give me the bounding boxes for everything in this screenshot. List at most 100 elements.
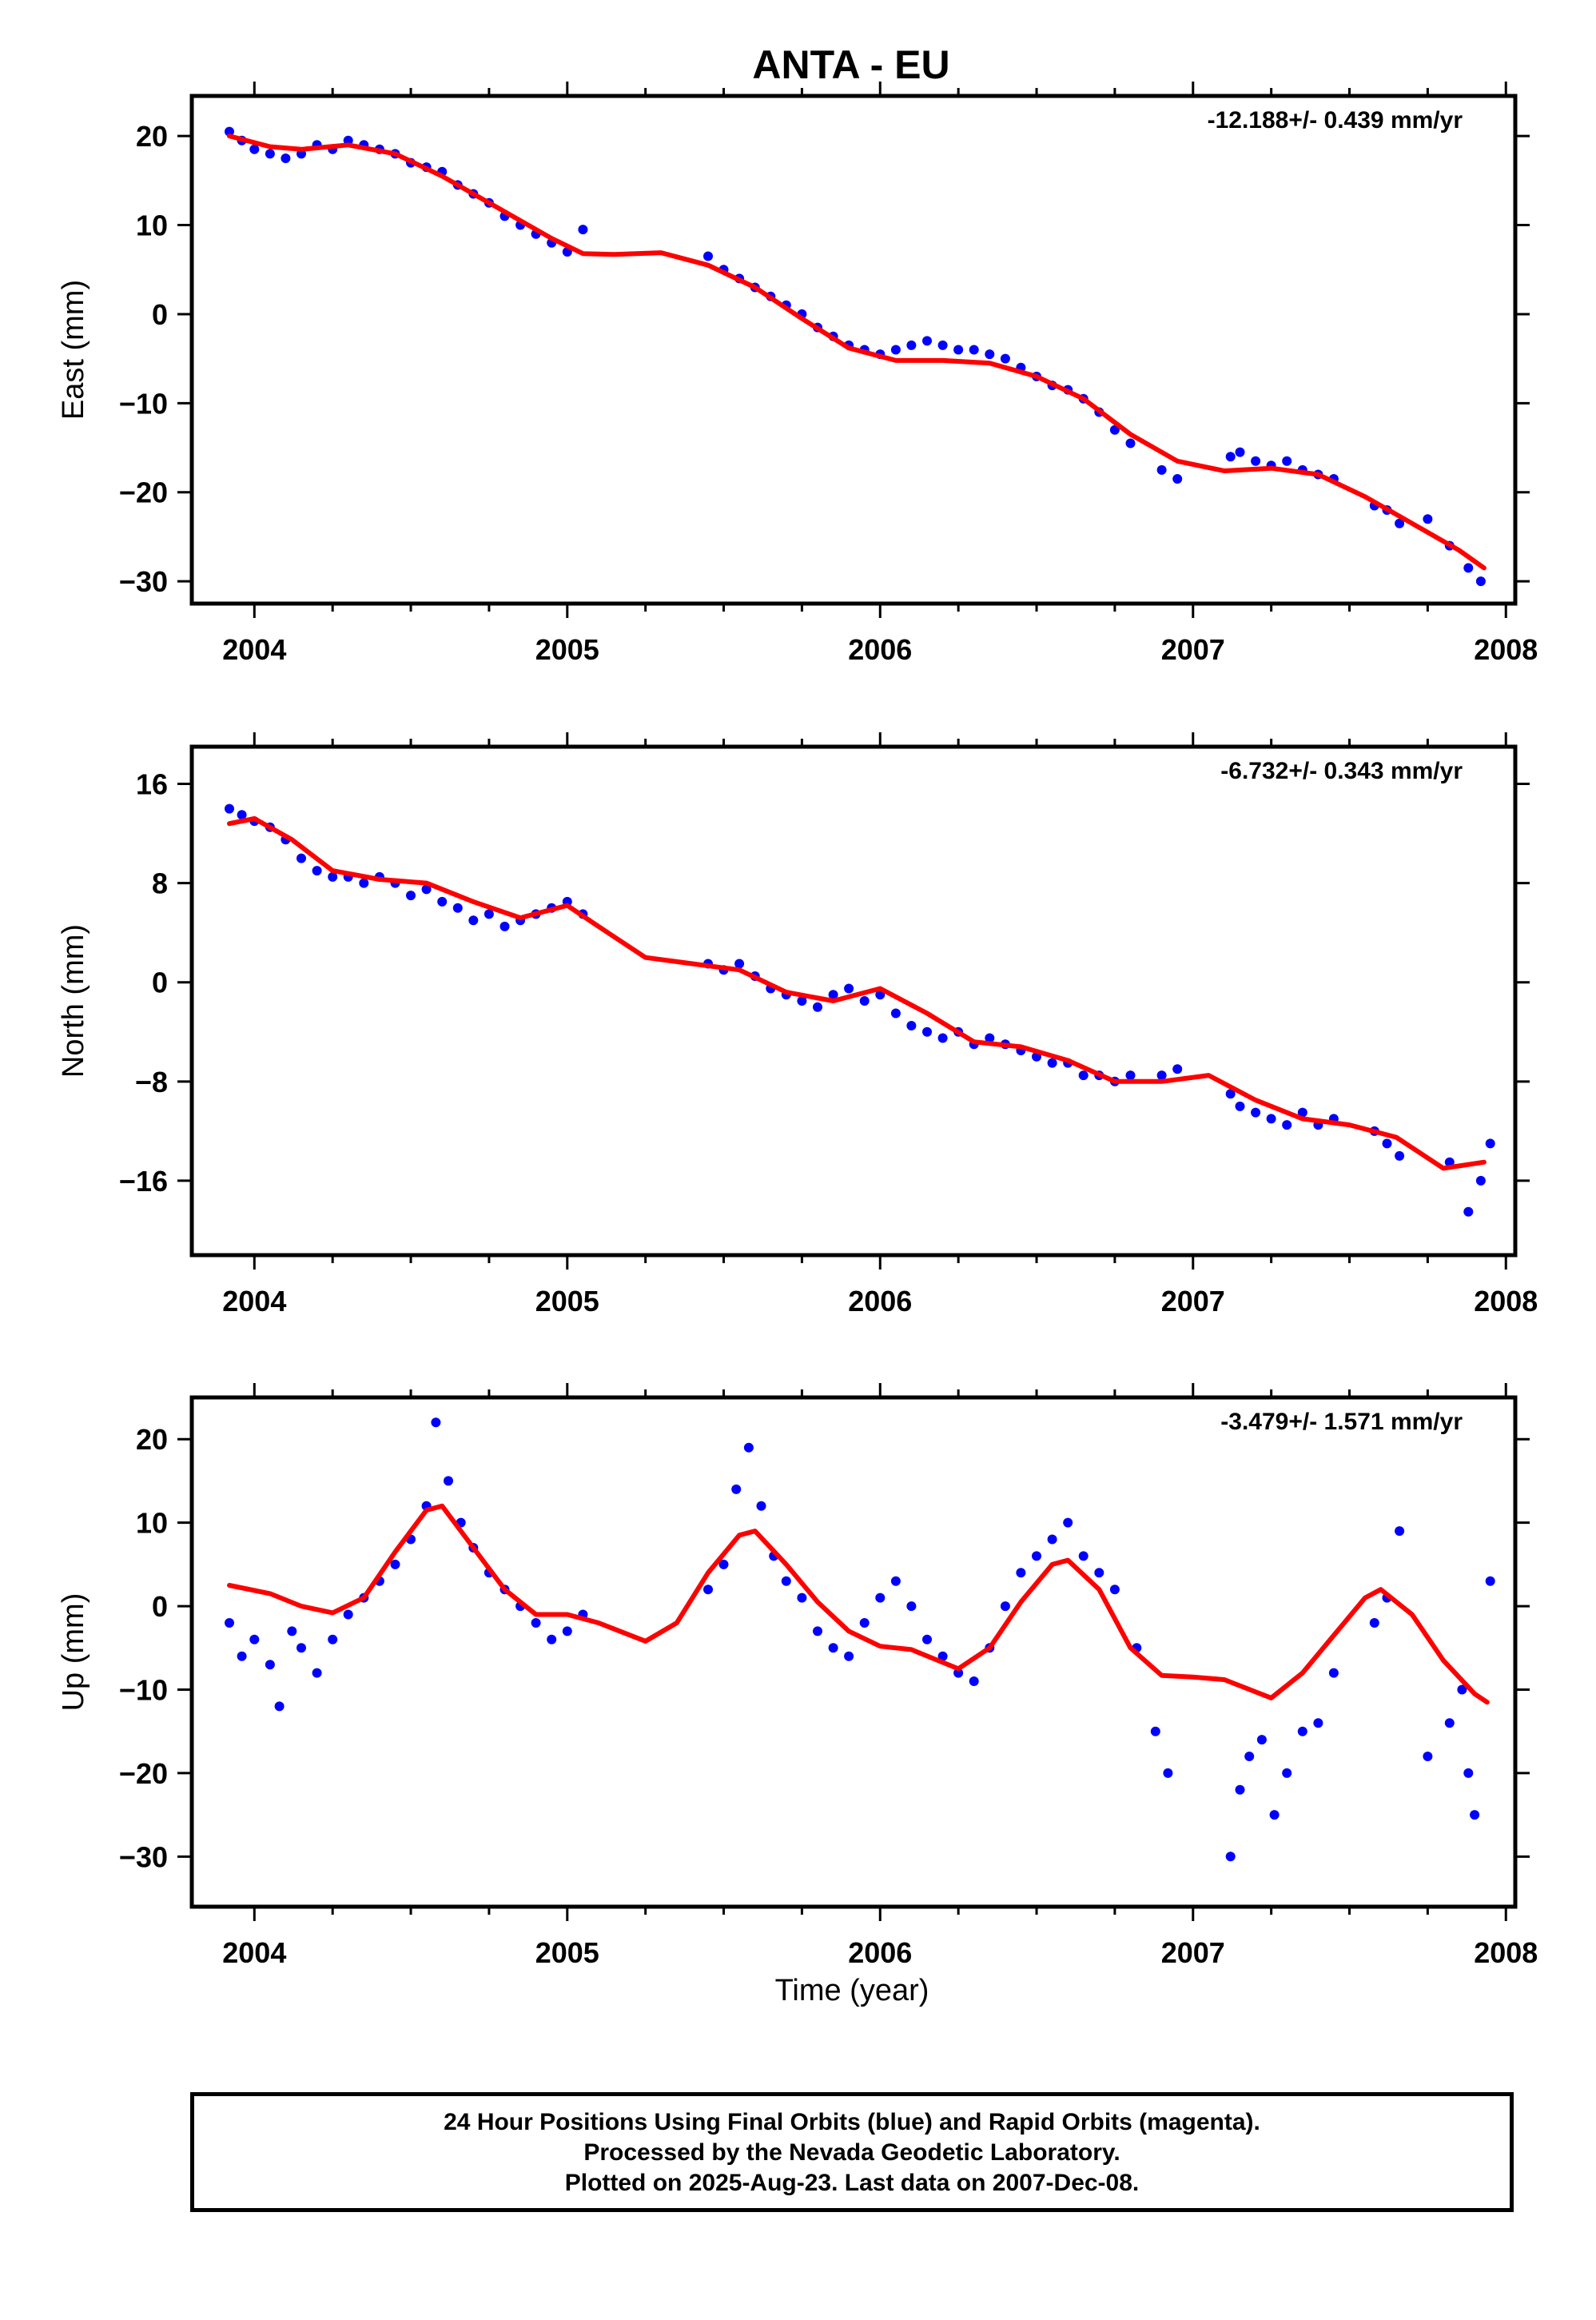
x-tick-label: 2007 <box>1161 633 1225 666</box>
y-tick-label: 0 <box>152 967 168 999</box>
data-point <box>1470 1810 1480 1820</box>
data-point <box>1485 1138 1495 1149</box>
data-point <box>265 1660 275 1670</box>
data-point <box>1395 1526 1405 1537</box>
plot-frame <box>189 744 1518 1258</box>
rate-annotation: -6.732+/- 0.343 mm/yr <box>1220 758 1463 784</box>
x-tick-label: 2004 <box>222 633 286 666</box>
y-tick-label: 20 <box>136 1423 168 1456</box>
x-tick-label: 2007 <box>1161 1936 1225 1969</box>
rate-annotation: -12.188+/- 0.439 mm/yr <box>1208 107 1463 134</box>
data-point <box>531 1618 541 1628</box>
data-point <box>1078 1551 1089 1561</box>
y-tick-label: 0 <box>152 298 168 331</box>
data-point <box>265 149 275 159</box>
data-point <box>1225 1089 1236 1099</box>
data-point <box>875 1593 886 1603</box>
data-point <box>1235 447 1245 457</box>
data-point <box>1078 1070 1089 1081</box>
data-point <box>734 959 745 969</box>
data-point <box>1156 1070 1167 1081</box>
plot-area-east <box>225 126 1487 587</box>
x-tick-label: 2005 <box>535 1285 599 1317</box>
data-point <box>922 1026 932 1037</box>
data-point <box>1313 1718 1323 1728</box>
y-tick-label: 16 <box>136 768 168 801</box>
data-point <box>859 1618 870 1628</box>
data-point <box>890 1008 901 1018</box>
data-point <box>985 349 995 360</box>
data-point <box>1109 1585 1120 1595</box>
data-point <box>343 1609 353 1620</box>
data-point <box>1444 1718 1455 1728</box>
data-point <box>1269 1810 1280 1820</box>
panel-north: 2004 2005 2006 2007 2008 −16 −8 0 8 16 North (mm) -… <box>57 732 1538 1317</box>
data-point <box>406 891 416 901</box>
data-point <box>813 1626 822 1636</box>
data-point <box>1063 1517 1073 1528</box>
y-tick-label: −20 <box>119 476 168 509</box>
y-tick-label: 0 <box>152 1590 168 1623</box>
data-point <box>1225 1852 1236 1862</box>
fit-line <box>227 1503 1490 1705</box>
data-point <box>937 1651 948 1661</box>
data-point <box>1000 353 1010 364</box>
data-point <box>1125 438 1136 448</box>
data-point <box>1382 1138 1392 1149</box>
data-point <box>225 1618 234 1628</box>
data-point <box>844 1651 854 1661</box>
data-point <box>249 1634 260 1644</box>
data-point <box>844 983 854 994</box>
data-point <box>249 144 260 154</box>
panel-east: 2004 2005 2006 2007 2008 −30 −20 −10 0 10 20 East (… <box>57 82 1538 666</box>
data-point <box>1444 1157 1455 1167</box>
data-point <box>1266 1114 1276 1124</box>
data-point <box>1125 1070 1136 1081</box>
data-point <box>781 1576 791 1586</box>
data-point <box>890 345 901 355</box>
y-tick-label: 20 <box>136 120 168 153</box>
x-tick-label: 2004 <box>222 1936 286 1969</box>
data-point <box>287 1626 297 1636</box>
y-tick-label: −30 <box>119 565 168 598</box>
y-tick-label: −30 <box>119 1840 168 1873</box>
data-point <box>953 1668 964 1678</box>
data-point <box>1047 1534 1057 1545</box>
data-point <box>1235 1101 1245 1111</box>
data-point <box>225 803 234 814</box>
x-tick-label: 2006 <box>848 1285 912 1317</box>
data-point <box>468 915 479 926</box>
data-point <box>985 1033 995 1043</box>
data-point <box>1172 1064 1183 1074</box>
panel-up: 2004 2005 2006 2007 2008 −30 −20 −10 0 10 20 Up (mm… <box>57 1383 1538 1969</box>
plot-area-north <box>225 803 1495 1217</box>
data-point <box>1463 563 1474 573</box>
data-point <box>937 1033 948 1043</box>
data-point <box>1485 1576 1495 1586</box>
data-point <box>1457 1684 1467 1695</box>
data-point <box>1328 1668 1339 1678</box>
fit-line <box>227 134 1487 571</box>
x-tick-label: 2005 <box>535 633 599 666</box>
data-point <box>1251 1107 1261 1118</box>
data-point <box>953 345 964 355</box>
data-point <box>969 345 979 355</box>
chart-title: ANTA - EU <box>752 42 949 87</box>
data-point <box>562 1626 572 1636</box>
data-point <box>547 1634 557 1644</box>
y-axis-label: North (mm) <box>57 924 90 1078</box>
data-point <box>731 1484 742 1494</box>
data-point <box>1109 425 1120 435</box>
data-point <box>444 1476 453 1486</box>
data-point <box>703 251 713 261</box>
data-point <box>274 1701 285 1712</box>
fit-line <box>227 816 1487 1171</box>
data-point <box>859 996 870 1006</box>
data-point <box>756 1501 766 1511</box>
data-point <box>797 996 807 1006</box>
data-point <box>1225 452 1236 462</box>
rate-annotation: -3.479+/- 1.571 mm/yr <box>1220 1409 1463 1435</box>
data-point <box>1163 1768 1173 1778</box>
y-tick-label: −10 <box>119 1673 168 1706</box>
